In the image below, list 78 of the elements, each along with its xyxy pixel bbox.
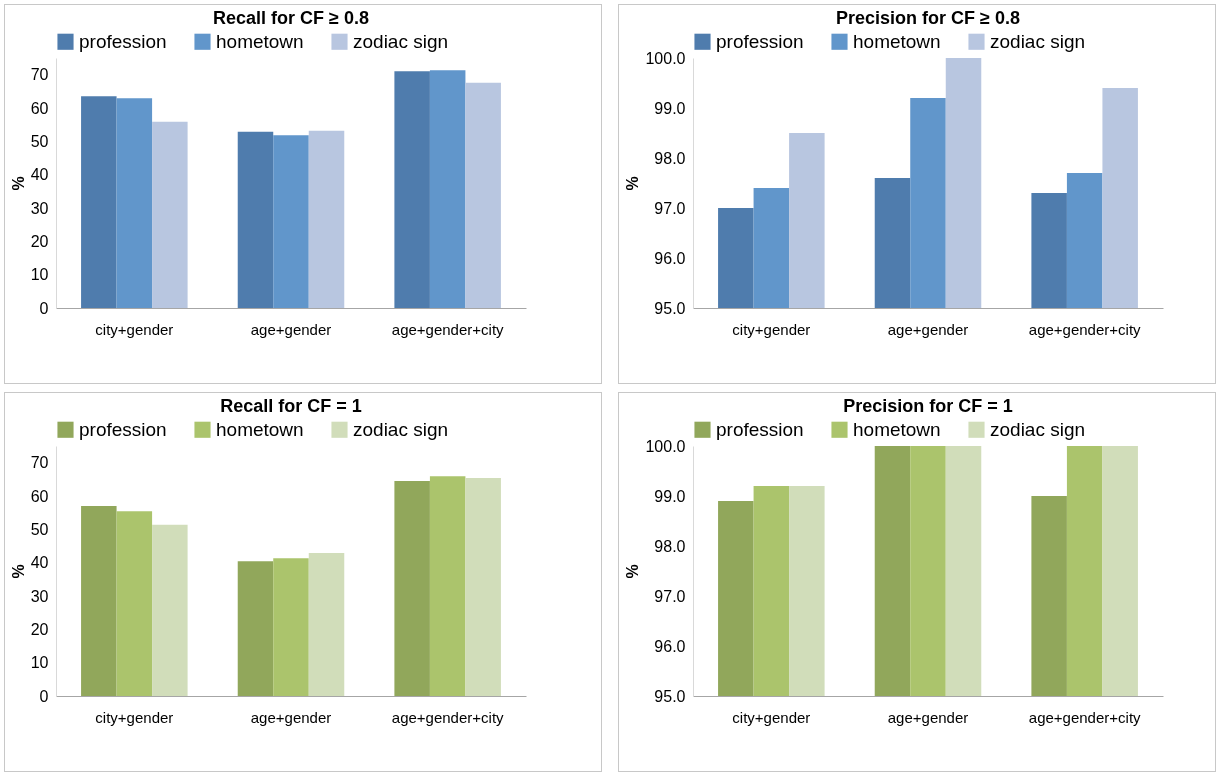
- legend-label: zodiac sign: [990, 418, 1086, 440]
- y-tick-label: 60: [30, 487, 49, 505]
- x-tick-label: city+gender: [95, 708, 174, 726]
- bar: [152, 524, 188, 696]
- bar: [237, 131, 274, 308]
- y-tick-label: 100.0: [645, 437, 686, 455]
- y-tick-label: 40: [30, 166, 49, 184]
- y-tick-label: 70: [30, 66, 49, 84]
- chart-title: Recall for CF ≥ 0.8: [213, 8, 369, 28]
- y-tick-label: 40: [30, 554, 49, 572]
- bar: [116, 511, 153, 696]
- legend-label: zodiac sign: [990, 30, 1086, 52]
- x-tick-label: age+gender: [887, 320, 969, 338]
- x-tick-label: city+gender: [95, 320, 174, 338]
- legend-label: hometown: [216, 418, 304, 440]
- bar: [237, 561, 274, 696]
- y-axis-title: %: [9, 564, 27, 579]
- x-tick-label: city+gender: [732, 320, 811, 338]
- y-tick-label: 30: [30, 199, 49, 217]
- bar: [81, 506, 117, 696]
- x-tick-label: age+gender+city: [391, 320, 505, 338]
- chart-title: Precision for CF ≥ 0.8: [836, 8, 1020, 28]
- y-tick-label: 20: [30, 232, 49, 250]
- bar: [394, 71, 430, 308]
- y-tick-label: 60: [30, 99, 49, 117]
- x-tick-label: age+gender+city: [391, 708, 505, 726]
- legend-label: profession: [716, 418, 804, 440]
- y-tick-label: 50: [30, 520, 49, 538]
- bar: [308, 553, 345, 696]
- legend-label: profession: [79, 30, 167, 52]
- bar: [116, 98, 153, 308]
- x-tick-label: age+gender: [250, 320, 332, 338]
- y-axis-title: %: [9, 176, 27, 191]
- bar: [152, 121, 188, 308]
- bar: [465, 82, 501, 308]
- y-tick-label: 100.0: [645, 49, 686, 67]
- legend-label: hometown: [216, 30, 304, 52]
- y-tick-label: 95.0: [654, 687, 686, 705]
- x-tick-label: age+gender+city: [1028, 708, 1142, 726]
- bar: [81, 96, 117, 308]
- chart-title: Recall for CF = 1: [220, 396, 362, 416]
- legend-label: zodiac sign: [353, 418, 449, 440]
- x-tick-label: age+gender: [887, 708, 969, 726]
- y-tick-label: 0: [39, 687, 49, 705]
- y-tick-label: 30: [30, 587, 49, 605]
- bar: [394, 481, 430, 696]
- y-tick-label: 0: [39, 299, 49, 317]
- y-tick-label: 99.0: [654, 99, 686, 117]
- legend-label: zodiac sign: [353, 30, 449, 52]
- y-tick-label: 98.0: [654, 537, 686, 555]
- y-tick-label: 96.0: [654, 249, 686, 267]
- y-tick-label: 97.0: [654, 587, 686, 605]
- bar: [273, 558, 309, 696]
- bar: [273, 135, 309, 308]
- legend-label: profession: [79, 418, 167, 440]
- y-tick-label: 99.0: [654, 487, 686, 505]
- y-axis-title: %: [624, 176, 642, 191]
- y-tick-label: 50: [30, 132, 49, 150]
- y-tick-label: 95.0: [654, 299, 686, 317]
- legend-label: hometown: [853, 418, 941, 440]
- y-tick-label: 98.0: [654, 149, 686, 167]
- legend-label: hometown: [853, 30, 941, 52]
- y-tick-label: 96.0: [654, 637, 686, 655]
- y-tick-label: 10: [30, 654, 49, 672]
- chart-title: Precision for CF = 1: [843, 396, 1013, 416]
- y-tick-label: 97.0: [654, 199, 686, 217]
- bar: [429, 476, 466, 696]
- x-tick-label: age+gender: [250, 708, 332, 726]
- y-tick-label: 20: [30, 620, 49, 638]
- x-tick-label: age+gender+city: [1028, 320, 1142, 338]
- bar: [465, 478, 501, 696]
- bar: [429, 70, 466, 308]
- y-tick-label: 70: [30, 454, 49, 472]
- y-axis-title: %: [624, 564, 642, 579]
- legend-label: profession: [716, 30, 804, 52]
- y-tick-label: 10: [30, 266, 49, 284]
- x-tick-label: city+gender: [732, 708, 811, 726]
- bar: [308, 130, 345, 308]
